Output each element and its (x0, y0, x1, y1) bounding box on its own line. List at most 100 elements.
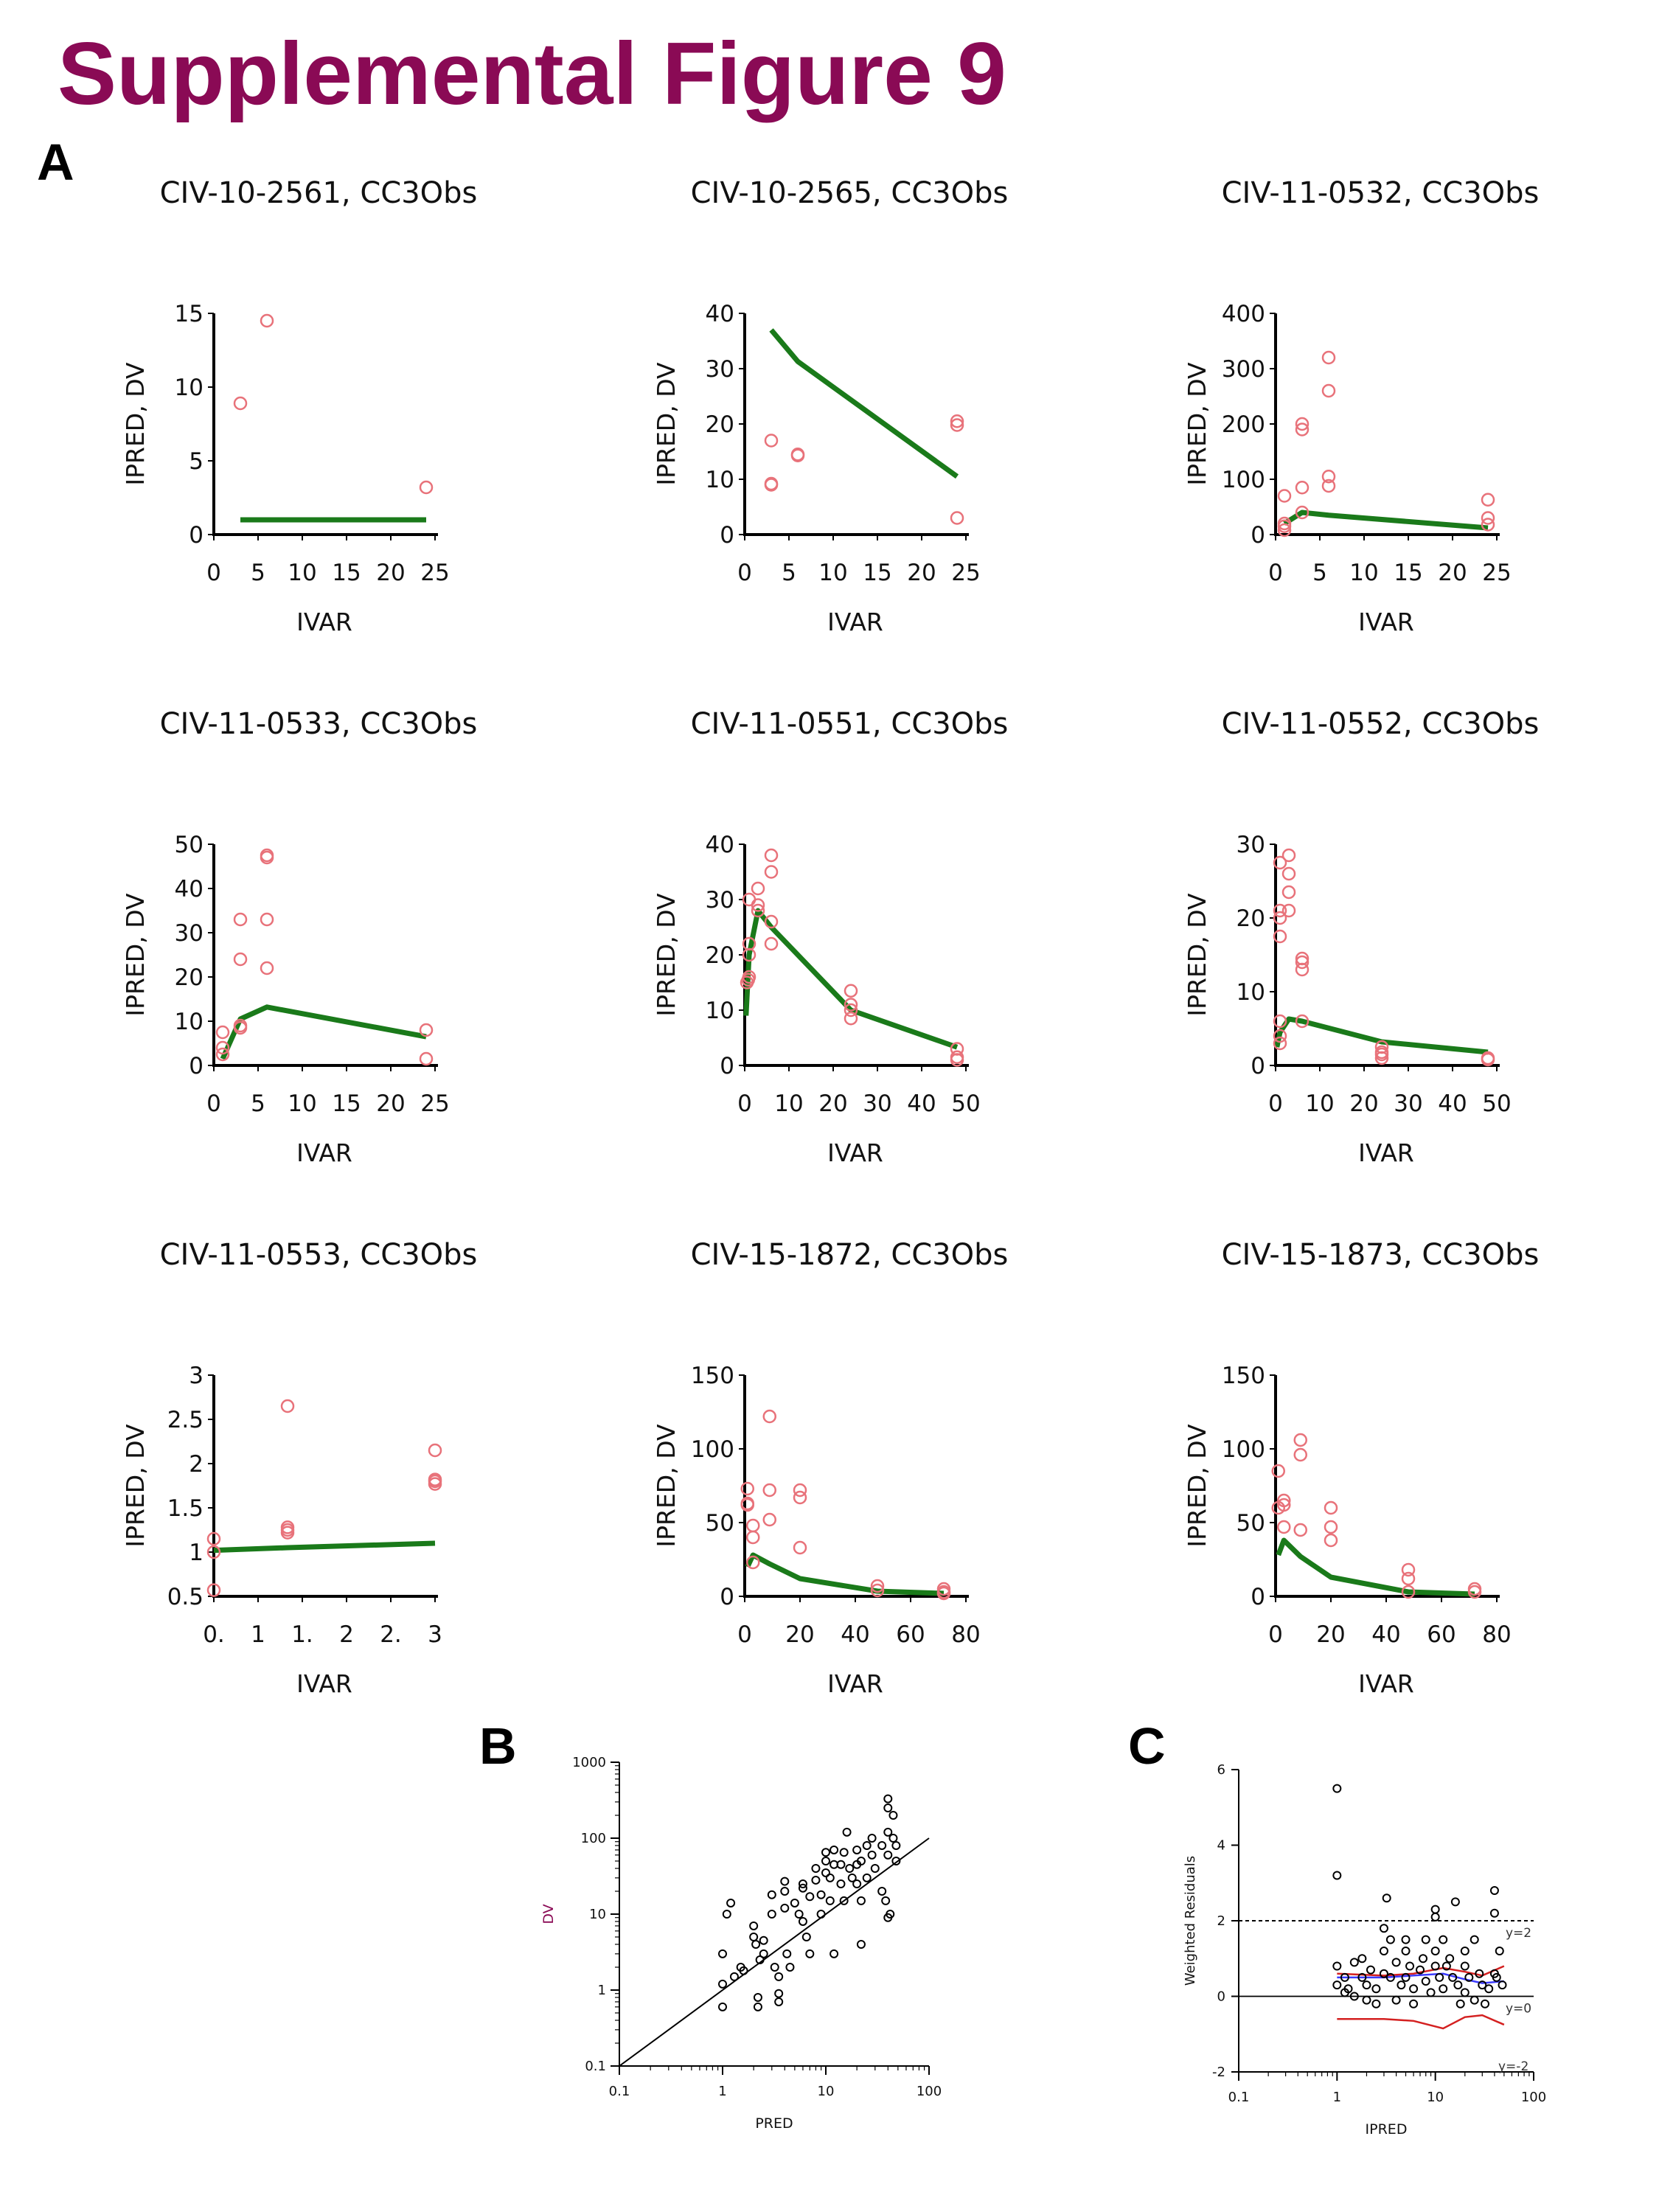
observed-point (428, 1477, 442, 1491)
observed-point (280, 1526, 295, 1540)
residual-point (1382, 1893, 1391, 1903)
y-axis-label: IPRED, DV (652, 893, 681, 1017)
panel-letter-b: B (479, 1717, 517, 1775)
residual-point (1419, 1954, 1428, 1964)
y-tick-label: -2 (1212, 2065, 1225, 2080)
observed-point (950, 511, 964, 525)
x-axis-label: IVAR (827, 1138, 883, 1167)
data-point (836, 1860, 846, 1869)
observed-point (740, 1498, 754, 1512)
y-tick-label: 10 (1237, 979, 1265, 1006)
residual-point (1439, 1935, 1448, 1944)
observed-point (762, 1409, 776, 1424)
data-point (886, 1910, 895, 1919)
residual-point (1489, 1886, 1499, 1895)
x-tick-label: 1 (251, 1621, 265, 1648)
residual-point (1409, 1984, 1419, 1994)
ipred-line (769, 328, 959, 479)
x-tick-label: 50 (951, 1091, 980, 1117)
observed-point (950, 414, 964, 428)
data-point (767, 1910, 776, 1919)
observed-point (419, 480, 434, 495)
residual-point (1371, 1984, 1381, 1994)
x-tick-label: 25 (420, 560, 449, 586)
observed-point (1281, 866, 1296, 881)
annotation-y-2: y=-2 (1498, 2059, 1528, 2074)
x-tick-label: 3 (428, 1621, 442, 1648)
residual-point (1332, 1980, 1342, 1990)
residual-point (1340, 1972, 1349, 1982)
observed-point (746, 1530, 760, 1545)
lower-trend-line (1337, 2014, 1505, 2030)
y-tick-label: 40 (175, 876, 204, 902)
data-point (845, 1863, 855, 1873)
observed-point (419, 1051, 434, 1066)
observed-point (1467, 1585, 1482, 1599)
x-axis-label: IVAR (827, 1669, 883, 1696)
residual-point (1349, 1992, 1359, 2001)
residual-point (1489, 1908, 1499, 1918)
observed-point (1481, 518, 1495, 532)
observed-point (260, 961, 274, 975)
residual-point (1332, 1961, 1342, 1971)
observed-point (1277, 519, 1292, 533)
data-point (811, 1863, 821, 1873)
observed-point (1401, 1585, 1416, 1599)
residual-point (1439, 1984, 1448, 1994)
data-point (891, 1840, 901, 1850)
observed-point (233, 1020, 248, 1035)
observed-point (870, 1579, 885, 1593)
observed-point (1481, 1052, 1495, 1067)
residual-point (1435, 1972, 1444, 1982)
observed-point (1295, 505, 1310, 520)
x-tick-label: 30 (863, 1091, 891, 1117)
observed-point (233, 396, 248, 411)
data-point (825, 1873, 835, 1882)
residual-point (1379, 1969, 1388, 1978)
x-tick-label: 0 (737, 1621, 752, 1648)
ipred-line (745, 1552, 945, 1596)
observed-point (764, 936, 779, 951)
data-point (790, 1898, 799, 1907)
observed-point (844, 998, 858, 1012)
observed-point (1271, 1464, 1285, 1478)
observed-point (1281, 903, 1296, 918)
observed-point (1481, 493, 1495, 507)
subject-plot-1: CIV-10-2561, CC3Obs 0 5 10 15 20 25 0 5 10 15 IVAR I… (121, 176, 477, 636)
x-tick-label: 2 (339, 1621, 354, 1648)
residual-point (1460, 1961, 1470, 1971)
data-point (780, 1886, 790, 1896)
data-point (770, 1962, 779, 1972)
residual-point (1362, 1995, 1371, 2005)
data-point (753, 1992, 762, 2002)
y-tick-label: 1 (189, 1540, 204, 1566)
y-axis-label: IPRED, DV (121, 893, 150, 1017)
observed-point (233, 952, 248, 967)
data-point (798, 1883, 807, 1893)
residual-point (1391, 1958, 1401, 1967)
y-axis-label: IPRED, DV (652, 1424, 681, 1548)
observed-point (1321, 470, 1336, 484)
residual-point (1362, 1980, 1371, 1990)
observed-point (1273, 1029, 1287, 1043)
x-tick-label: 0 (737, 560, 752, 586)
observed-point (1277, 1493, 1291, 1508)
plot-title: CIV-11-0533, CC3Obs (160, 707, 478, 741)
data-point (753, 2002, 762, 2011)
x-tick-label: 5 (1312, 560, 1327, 586)
residual-point (1484, 1984, 1494, 1994)
observed-point (215, 1040, 230, 1055)
residual-point (1379, 1924, 1388, 1933)
y-tick-label: 0.1 (585, 2059, 606, 2074)
observed-point (428, 1443, 442, 1458)
residual-point (1455, 1999, 1465, 2008)
subject-plot-6: CIV-11-0552, CC3Obs 0 10 20 30 40 50 0 10 20 30 IVA… (1183, 707, 1539, 1167)
x-tick-label: 1 (718, 2084, 726, 2099)
x-tick-label: 0 (737, 1091, 752, 1117)
y-tick-label: 1 (598, 1983, 606, 1998)
x-tick-label: 0 (1268, 560, 1283, 586)
data-point (774, 1997, 784, 2006)
observed-point (1273, 1036, 1287, 1051)
data-point (856, 1939, 866, 1949)
observed-point (1374, 1051, 1389, 1065)
